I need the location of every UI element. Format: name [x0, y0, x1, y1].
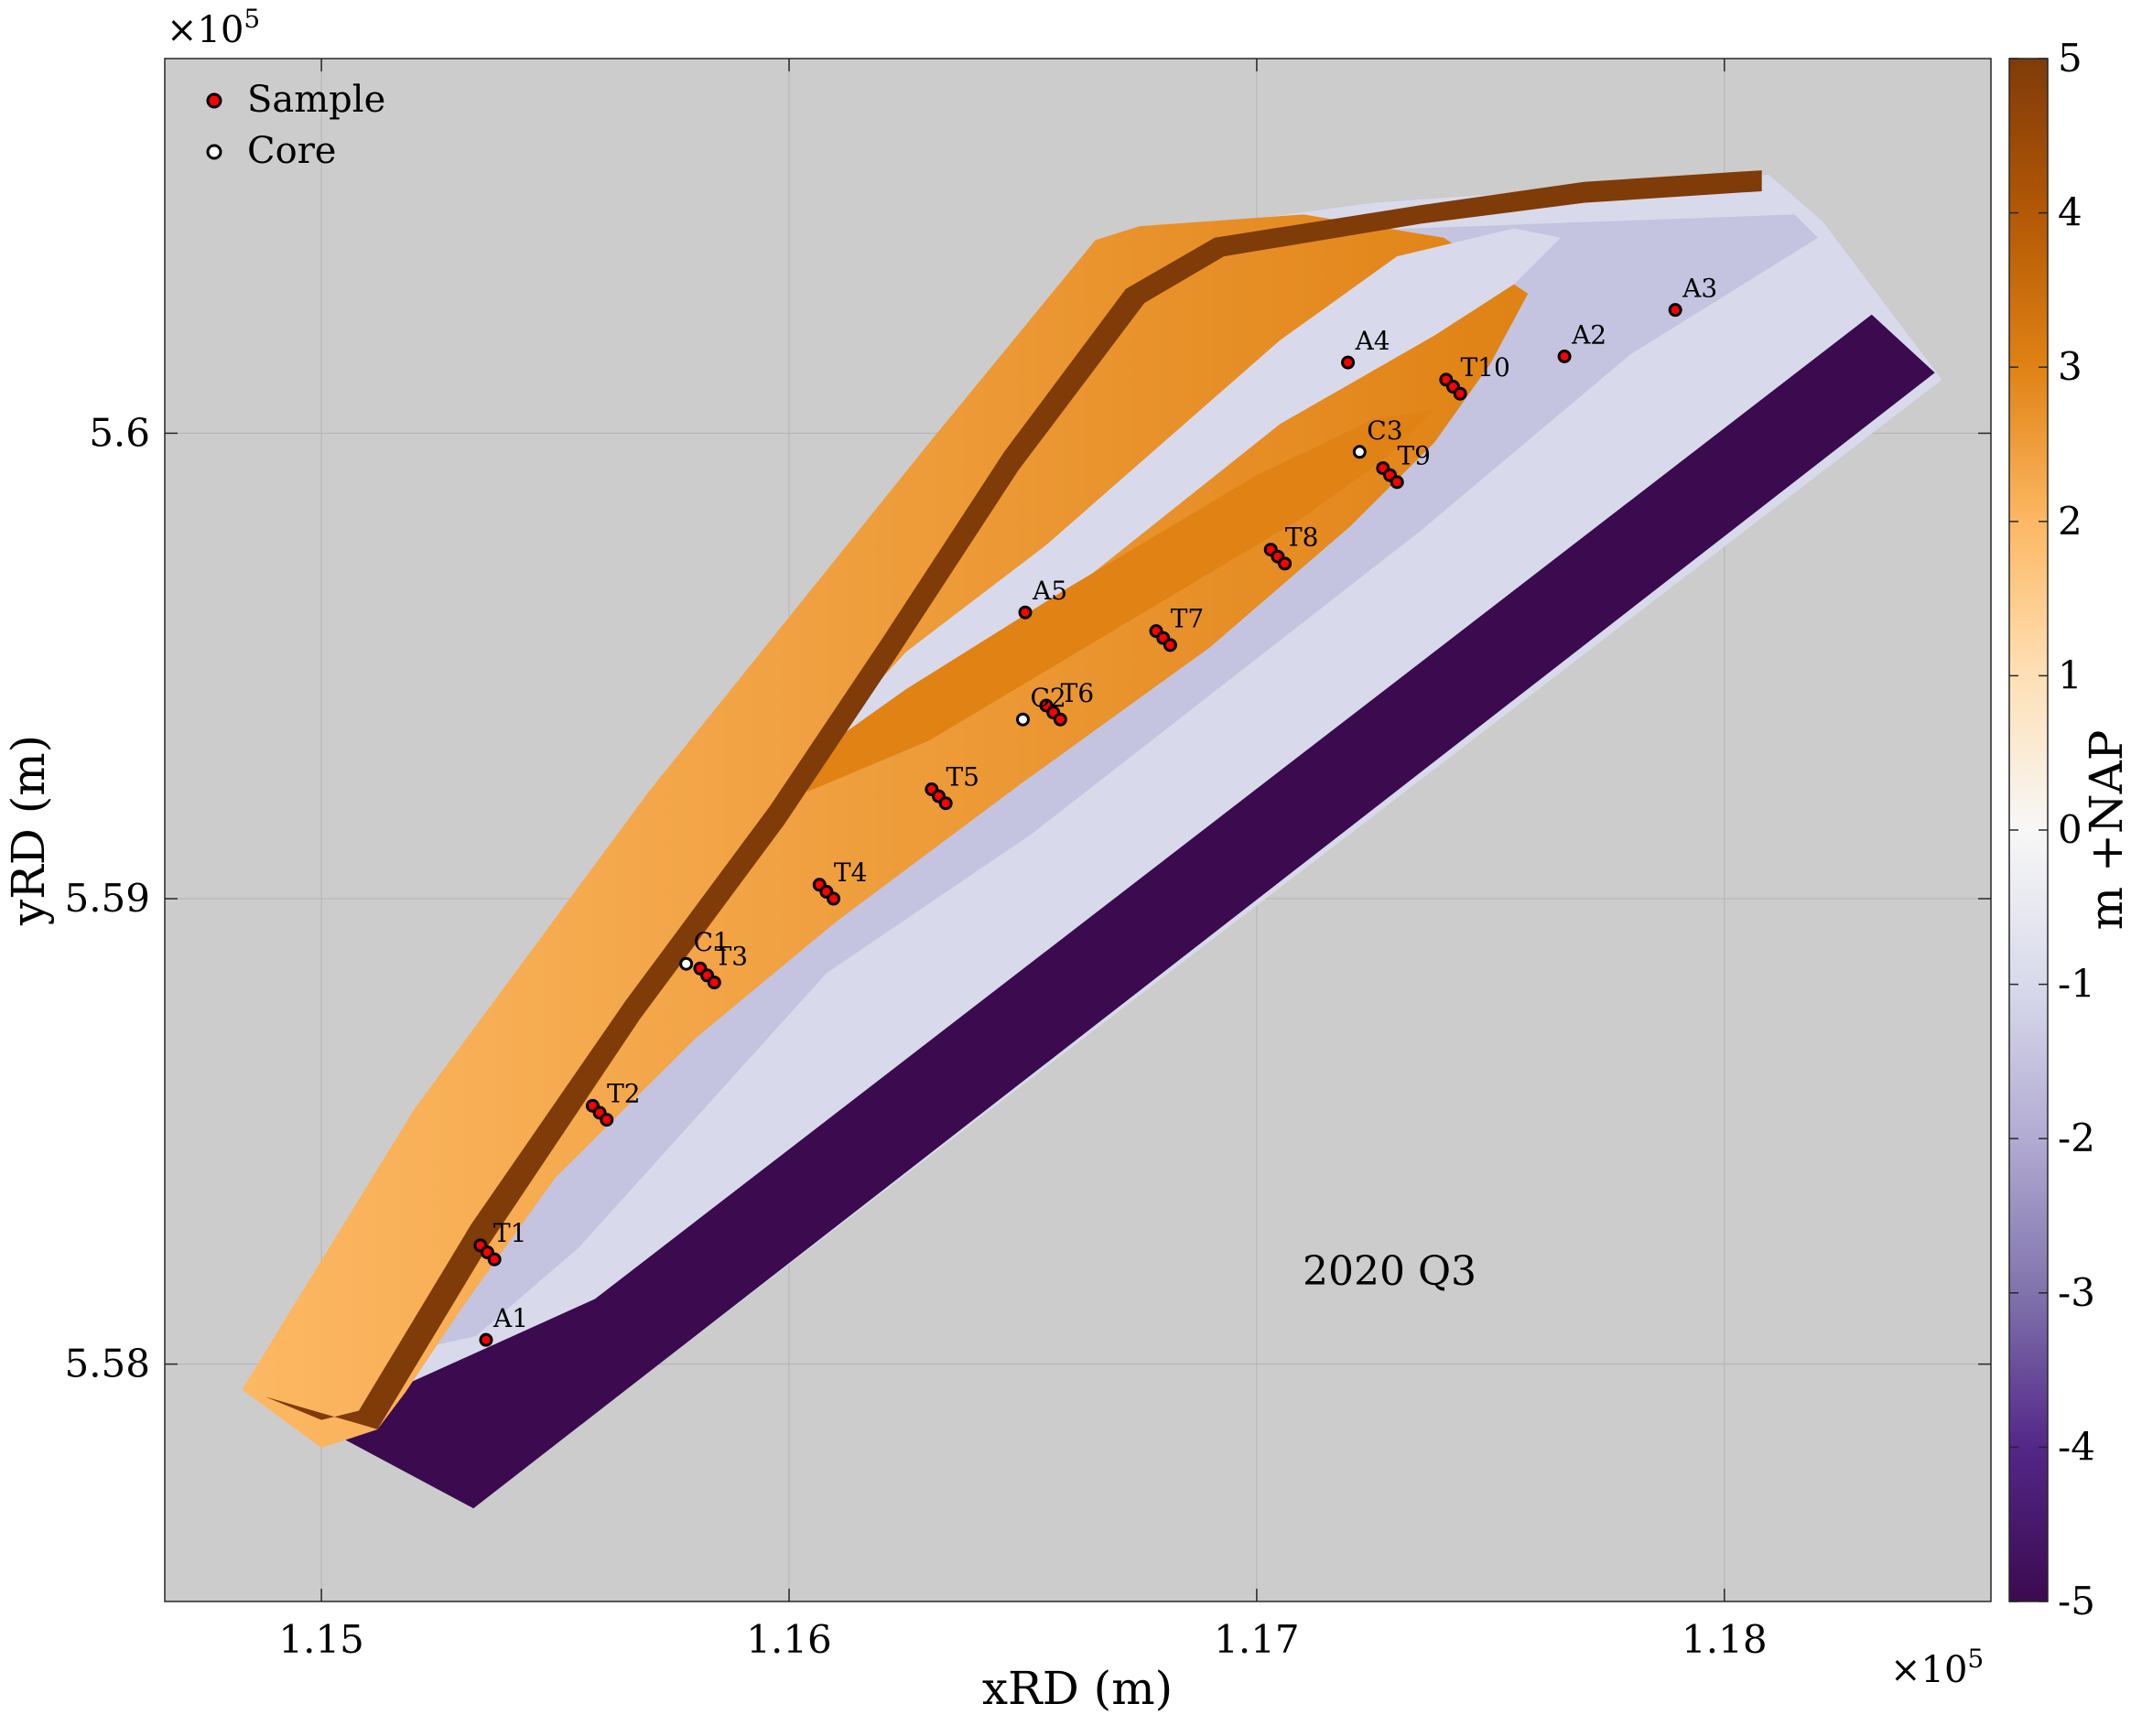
- sample-label-t5: T5: [947, 762, 980, 793]
- x-axis-multiplier: ×105: [1890, 1644, 1984, 1691]
- colorbar-tick-label: -4: [2058, 1424, 2095, 1469]
- colorbar-tick-label: 3: [2058, 344, 2082, 389]
- sample-point-t8: [1278, 556, 1293, 571]
- colorbar-tick-label: 2: [2058, 499, 2082, 544]
- terrain-ridge: [807, 409, 1435, 793]
- sample-points: [473, 303, 1682, 1347]
- colorbar-label: m +NAP: [2080, 730, 2131, 931]
- sample-label-t1: T1: [493, 1218, 527, 1248]
- colorbar-ticks: 5 4 3 2 1 0 -1 -2 -3 -4 -5: [2009, 36, 2095, 1623]
- svg-text:×105: ×105: [167, 4, 260, 51]
- sample-label-a1: A1: [492, 1303, 528, 1333]
- sample-label-a2: A2: [1571, 320, 1606, 350]
- sample-point-t6: [1053, 712, 1067, 727]
- sample-point-a2: [1557, 350, 1572, 364]
- colorbar-tick-label: -5: [2058, 1579, 2095, 1623]
- y-axis-label: yRD (m): [2, 735, 55, 926]
- sample-label-a4: A4: [1355, 326, 1390, 356]
- x-axis-label: xRD (m): [982, 1662, 1173, 1715]
- core-point-c2: [1015, 712, 1030, 727]
- sample-label-t6: T6: [1061, 678, 1095, 708]
- y-tick-label: 5.59: [64, 876, 150, 921]
- sample-point-t10: [1453, 386, 1467, 401]
- y-tick-label: 5.58: [64, 1342, 150, 1386]
- x-tick-label: 1.18: [1682, 1617, 1768, 1662]
- colorbar-tick-label: 4: [2058, 190, 2082, 235]
- legend-label-core: Core: [247, 130, 336, 172]
- colorbar: 5 4 3 2 1 0 -1 -2 -3 -4 -5 m +NAP: [2008, 36, 2131, 1623]
- elevation-surface: [242, 170, 1942, 1509]
- sample-label-t9: T9: [1398, 441, 1432, 471]
- sample-point-t3: [707, 976, 721, 990]
- terrain-nearshore: [242, 214, 1818, 1449]
- terrain-domain: [242, 175, 1942, 1509]
- legend-entry-sample: Sample: [206, 79, 385, 121]
- core-label-c3: C3: [1367, 415, 1402, 446]
- x-tick-label: 1.16: [746, 1617, 832, 1662]
- sample-label-t10: T10: [1460, 352, 1509, 383]
- y-axis-ticks: 5.58 5.59 5.6: [64, 410, 1991, 1386]
- sample-point-t1: [487, 1252, 502, 1267]
- sample-label-t3: T3: [715, 941, 749, 971]
- legend-label-sample: Sample: [247, 79, 385, 121]
- y-axis-multiplier: ×105: [167, 4, 260, 51]
- colorbar-tick-label: -2: [2058, 1116, 2095, 1160]
- period-annotation: 2020 Q3: [1303, 1248, 1477, 1295]
- colorbar-tick-label: 5: [2058, 36, 2082, 81]
- y-tick-label: 5.6: [89, 410, 150, 455]
- sample-point-t4: [827, 891, 841, 906]
- sample-point-t7: [1163, 638, 1177, 652]
- core-point-c3: [1352, 445, 1367, 459]
- core-point-c1: [679, 956, 694, 971]
- sample-point-t9: [1390, 475, 1404, 490]
- core-label-c1: C1: [694, 927, 730, 957]
- terrain-deep-water: [317, 314, 1935, 1509]
- sample-point-a5: [1018, 605, 1033, 620]
- x-axis-ticks: 1.15 1.16 1.17 1.18: [278, 59, 1768, 1662]
- sample-label-t7: T7: [1171, 604, 1205, 634]
- sample-point-t2: [600, 1113, 614, 1127]
- x-tick-label: 1.15: [278, 1617, 364, 1662]
- sample-point-a1: [479, 1332, 493, 1347]
- sample-label-a5: A5: [1032, 576, 1067, 606]
- sample-label-t4: T4: [834, 857, 868, 888]
- svg-text:×105: ×105: [1890, 1644, 1984, 1691]
- sample-label-t2: T2: [607, 1079, 641, 1109]
- sample-point-labels: A1 A2 A3 A4 A5 T1 T2 T3 T4 T5 T6 T7 T8 T9 T10 C1 C2 C3: [492, 274, 1717, 1334]
- axes-frame: [164, 58, 1992, 1602]
- colorbar-tick-label: -3: [2058, 1270, 2095, 1315]
- x-tick-label: 1.17: [1214, 1617, 1300, 1662]
- sample-point-t5: [938, 796, 953, 811]
- colorbar-tick-label: 0: [2058, 807, 2082, 852]
- sample-label-t8: T8: [1285, 523, 1319, 553]
- colorbar-tick-label: 1: [2058, 652, 2082, 697]
- legend-entry-core: Core: [206, 130, 336, 172]
- legend-marker-core: [206, 144, 222, 160]
- legend: Sample Core: [206, 79, 385, 172]
- sample-label-a3: A3: [1682, 274, 1717, 304]
- colorbar-tick-label: -1: [2058, 962, 2095, 1007]
- core-label-c2: C2: [1030, 683, 1066, 713]
- legend-marker-sample: [206, 92, 222, 109]
- terrain-tidal-flat: [807, 228, 1561, 793]
- sample-point-a3: [1668, 303, 1682, 318]
- sample-point-a4: [1341, 355, 1356, 370]
